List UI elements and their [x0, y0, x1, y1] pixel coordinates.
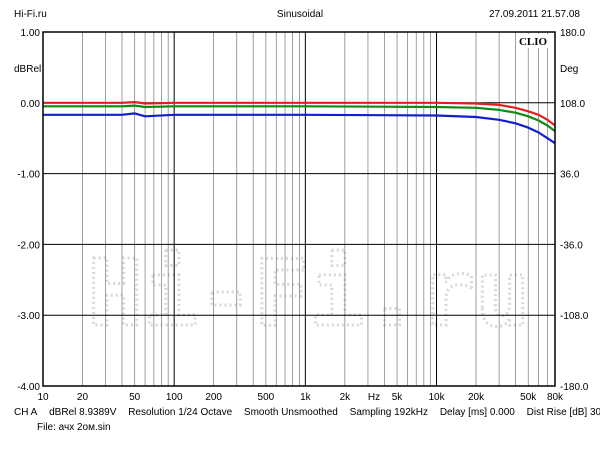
series-line-1: [43, 100, 556, 127]
file-name: File: ачх 2ом.sin: [37, 422, 111, 433]
y-tick-label: -4.00: [17, 382, 40, 393]
plot-frame: [42, 31, 556, 387]
y-tick-label: -1.00: [17, 170, 40, 181]
y-axis-label-right: Deg: [560, 64, 578, 75]
chart-ticks: 10 20 50 100 200 500 1k 2k 5k 10k 20k 50k 80k 1.00 0.0…: [17, 28, 589, 403]
timestamp: 27.09.2011 21.57.08: [488, 9, 580, 20]
channel-label: CH A: [14, 407, 38, 418]
series-line-2: [43, 104, 556, 132]
watermark: Hi-Fi.ru: [86, 239, 532, 349]
clio-brand: CLIO: [519, 36, 548, 48]
x-tick-label: 50k: [520, 392, 537, 403]
chart-series: [43, 100, 556, 145]
y-tick-label: 0.00: [21, 99, 41, 110]
y-right-tick-label: -108.0: [560, 311, 589, 322]
x-tick-label: 50: [129, 392, 141, 403]
series-line-3: [43, 112, 556, 145]
smooth-label: Smooth Unsmoothed: [243, 407, 338, 418]
brand-badge-bg: [516, 34, 550, 48]
x-tick-label: 500: [258, 392, 275, 403]
resolution-label: Resolution 1/24 Octave: [128, 407, 233, 418]
y-right-tick-label: 108.0: [560, 99, 585, 110]
x-tick-label: 1k: [300, 392, 312, 403]
chart-title: Sinusoidal: [276, 9, 324, 20]
level-label: dBRel 8.9389V: [49, 407, 117, 418]
x-tick-label: 2k: [340, 392, 352, 403]
x-tick-label: 200: [205, 392, 222, 403]
delay-label: Delay [ms] 0.000: [439, 407, 515, 418]
app-name: Hi-Fi.ru: [14, 9, 47, 20]
y-tick-label: -2.00: [17, 240, 40, 251]
watermark-text: Hi-Fi.ru: [87, 240, 530, 347]
sampling-label: Sampling 192kHz: [349, 407, 429, 418]
x-tick-label: 10: [37, 392, 49, 403]
y-right-tick-label: 180.0: [560, 28, 585, 39]
dist-rise-label: Dist Rise [dB] 30.00: [526, 407, 600, 418]
y-right-tick-label: -36.0: [560, 240, 583, 251]
x-tick-label: 5k: [392, 392, 404, 403]
x-unit-label: Hz: [368, 392, 380, 403]
x-tick-label: 10k: [428, 392, 445, 403]
measurement-info: CH A dBRel 8.9389V Resolution 1/24 Octav…: [14, 407, 600, 418]
x-tick-label: 80k: [547, 392, 564, 403]
y-tick-label: -3.00: [17, 311, 40, 322]
x-tick-label: 20: [77, 392, 89, 403]
y-right-tick-label: -180.0: [560, 382, 589, 393]
y-tick-label: 1.00: [21, 28, 41, 39]
x-tick-label: 20k: [468, 392, 485, 403]
y-right-tick-label: 36.0: [560, 170, 580, 181]
y-axis-label: dBRel: [14, 64, 41, 75]
x-tick-label: 100: [166, 392, 183, 403]
